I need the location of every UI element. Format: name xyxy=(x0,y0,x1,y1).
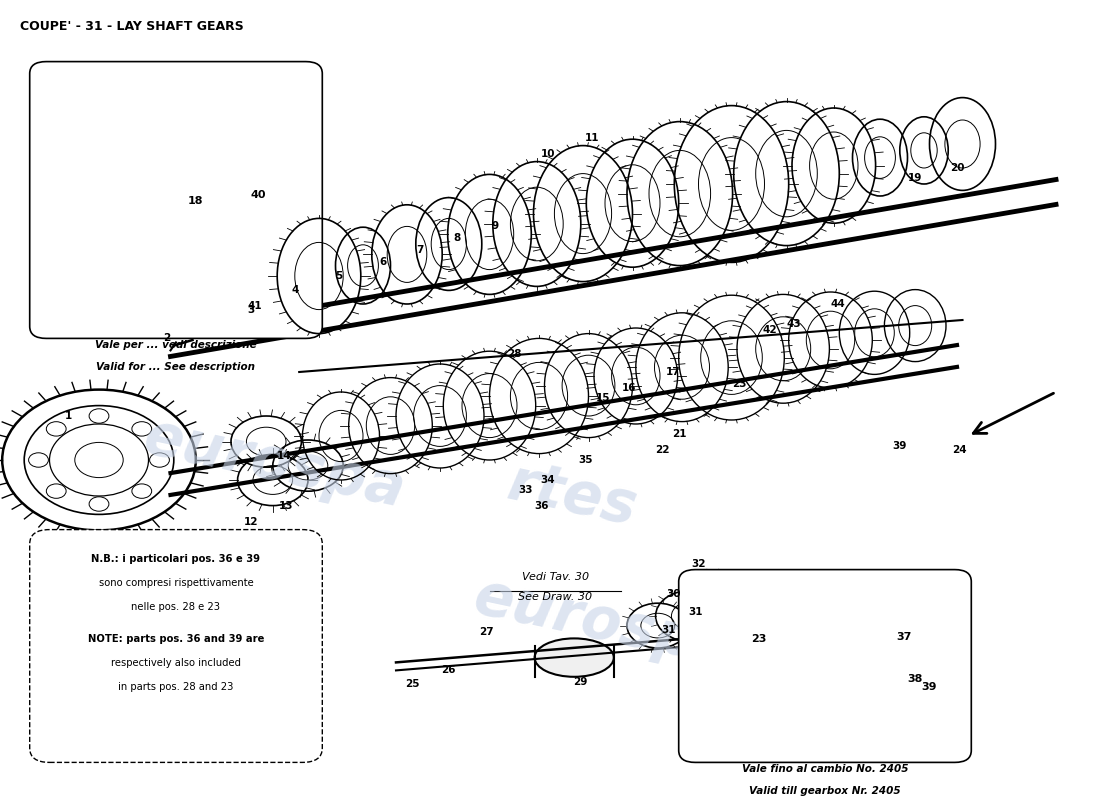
Text: See Draw. 30: See Draw. 30 xyxy=(518,592,593,602)
Text: eurospa: eurospa xyxy=(139,409,411,519)
Text: N.B.: i particolari pos. 36 e 39: N.B.: i particolari pos. 36 e 39 xyxy=(91,554,261,563)
Text: 28: 28 xyxy=(507,349,522,358)
Text: 3: 3 xyxy=(248,306,254,315)
Text: rtes: rtes xyxy=(502,454,642,538)
Text: 27: 27 xyxy=(478,627,494,637)
Text: 38: 38 xyxy=(908,674,923,683)
Text: 7: 7 xyxy=(417,245,424,254)
Text: 32: 32 xyxy=(691,559,706,569)
FancyBboxPatch shape xyxy=(679,570,971,762)
Text: COUPE' - 31 - LAY SHAFT GEARS: COUPE' - 31 - LAY SHAFT GEARS xyxy=(20,20,243,33)
Text: 25: 25 xyxy=(405,679,420,689)
Text: 21: 21 xyxy=(672,429,688,438)
Text: 31: 31 xyxy=(688,607,703,617)
FancyBboxPatch shape xyxy=(30,530,322,762)
Text: in parts pos. 28 and 23: in parts pos. 28 and 23 xyxy=(119,682,233,691)
Text: 24: 24 xyxy=(952,445,967,454)
Text: rtes: rtes xyxy=(810,614,950,698)
Text: eurospa: eurospa xyxy=(469,569,741,679)
Text: 14: 14 xyxy=(276,451,292,461)
Text: Vale per ... vedi descrizione: Vale per ... vedi descrizione xyxy=(96,340,256,350)
Text: 17: 17 xyxy=(666,367,681,377)
Text: 33: 33 xyxy=(518,485,534,494)
Text: 13: 13 xyxy=(278,501,294,510)
Text: 39: 39 xyxy=(892,442,907,451)
Text: 37: 37 xyxy=(896,632,912,642)
Text: 34: 34 xyxy=(540,475,556,485)
Text: Vale fino al cambio No. 2405: Vale fino al cambio No. 2405 xyxy=(741,764,909,774)
FancyBboxPatch shape xyxy=(30,62,322,338)
Text: 42: 42 xyxy=(762,325,778,334)
Text: 39: 39 xyxy=(922,682,937,691)
Text: 1: 1 xyxy=(65,411,72,421)
Text: 23: 23 xyxy=(751,634,767,643)
Ellipse shape xyxy=(535,638,614,677)
Text: 41: 41 xyxy=(248,301,263,310)
Text: 44: 44 xyxy=(830,299,846,309)
Text: 9: 9 xyxy=(492,221,498,230)
Text: 4: 4 xyxy=(292,285,298,294)
Text: 29: 29 xyxy=(573,677,588,686)
Text: 15: 15 xyxy=(595,393,610,402)
Text: 43: 43 xyxy=(786,319,802,329)
Text: sono compresi rispettivamente: sono compresi rispettivamente xyxy=(99,578,253,587)
Text: 36: 36 xyxy=(534,501,549,510)
Text: 16: 16 xyxy=(621,383,637,393)
Text: 30: 30 xyxy=(666,589,681,598)
Text: 22: 22 xyxy=(654,445,670,454)
Text: 2: 2 xyxy=(164,334,170,343)
Text: Valid for ... See description: Valid for ... See description xyxy=(97,362,255,373)
Text: 8: 8 xyxy=(453,234,460,243)
Text: 5: 5 xyxy=(336,271,342,281)
Text: nelle pos. 28 e 23: nelle pos. 28 e 23 xyxy=(132,602,220,611)
Text: 19: 19 xyxy=(908,173,923,182)
Text: 23: 23 xyxy=(732,379,747,389)
Text: 31: 31 xyxy=(661,626,676,635)
Text: respectively also included: respectively also included xyxy=(111,658,241,667)
Text: 18: 18 xyxy=(188,196,204,206)
Text: Vedi Tav. 30: Vedi Tav. 30 xyxy=(521,572,590,582)
Text: 10: 10 xyxy=(540,149,556,158)
Text: 11: 11 xyxy=(584,133,600,142)
Text: 35: 35 xyxy=(578,455,593,465)
Text: 40: 40 xyxy=(251,190,266,200)
Text: 20: 20 xyxy=(949,163,965,173)
Text: 12: 12 xyxy=(243,517,258,526)
Text: 26: 26 xyxy=(441,666,456,675)
Text: Valid till gearbox Nr. 2405: Valid till gearbox Nr. 2405 xyxy=(749,786,901,797)
Text: 6: 6 xyxy=(379,258,386,267)
Text: NOTE: parts pos. 36 and 39 are: NOTE: parts pos. 36 and 39 are xyxy=(88,634,264,643)
